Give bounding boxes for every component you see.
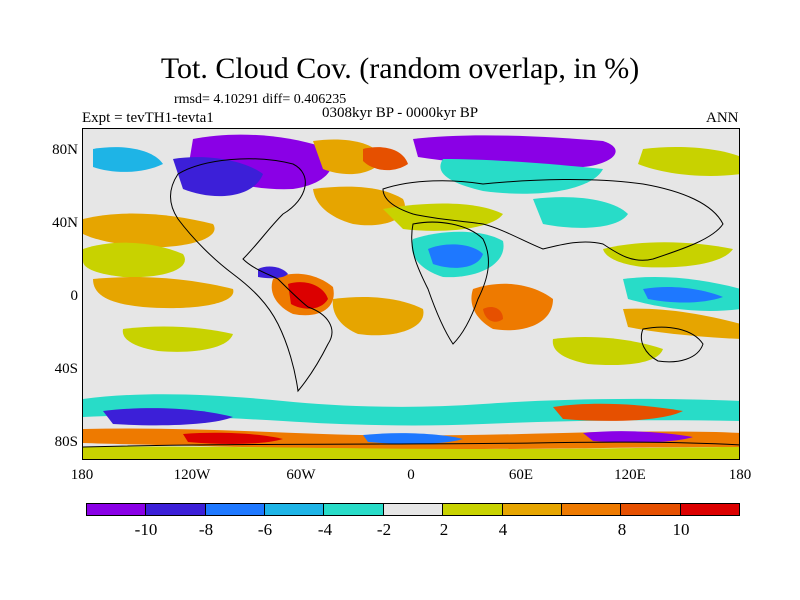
colorbar-swatch bbox=[561, 504, 622, 515]
lat-label-80n: 80N bbox=[52, 142, 78, 158]
eurasia-outline bbox=[382, 178, 724, 261]
colorbar-swatch bbox=[502, 504, 562, 515]
coastlines bbox=[83, 158, 739, 448]
colorbar-swatch bbox=[383, 504, 444, 515]
lon-label-60w: 60W bbox=[286, 467, 316, 483]
rmsd-diff-stats: rmsd= 4.10291 diff= 0.406235 bbox=[174, 92, 347, 107]
africa-outline bbox=[411, 221, 489, 345]
lat-label-80s: 80S bbox=[54, 434, 78, 450]
map-field-svg bbox=[83, 129, 739, 459]
colorbar-label: 2 bbox=[439, 520, 449, 539]
colorbar-label: 10 bbox=[672, 520, 690, 539]
lon-label-120e: 120E bbox=[614, 467, 646, 483]
lat-label-0: 0 bbox=[70, 288, 79, 304]
colorbar bbox=[86, 503, 740, 516]
map-title: Tot. Cloud Cov. (random overlap, in %) bbox=[160, 52, 640, 85]
colorbar-swatch bbox=[680, 504, 739, 515]
period-label: 0308kyr BP - 0000kyr BP bbox=[322, 105, 479, 121]
lon-label-180w: 180 bbox=[70, 467, 94, 483]
lon-label-180e: 180 bbox=[728, 467, 752, 483]
colorbar-swatch bbox=[443, 504, 503, 515]
antarctica-outline bbox=[83, 441, 739, 448]
colorbar-swatch bbox=[146, 504, 206, 515]
lat-label-40n: 40N bbox=[52, 215, 78, 231]
lat-label-40s: 40S bbox=[54, 361, 78, 377]
season-label: ANN bbox=[706, 110, 739, 126]
colorbar-swatch bbox=[324, 504, 384, 515]
colorbar-swatch bbox=[205, 504, 266, 515]
colorbar-label: -6 bbox=[257, 520, 273, 539]
colorbar-label: 4 bbox=[498, 520, 508, 539]
lon-label-120w: 120W bbox=[173, 467, 211, 483]
colorbar-swatch bbox=[87, 504, 147, 515]
lon-label-60e: 60E bbox=[508, 467, 534, 483]
colorbar-label: 8 bbox=[617, 520, 627, 539]
colorbar-swatch bbox=[621, 504, 681, 515]
anomaly-field bbox=[83, 134, 739, 459]
colorbar-label: -2 bbox=[376, 520, 392, 539]
colorbar-label: -8 bbox=[198, 520, 214, 539]
americas-outline bbox=[170, 158, 333, 393]
australia-outline bbox=[640, 326, 704, 363]
colorbar-label: -10 bbox=[134, 520, 158, 539]
cloud-cover-difference-map bbox=[82, 128, 740, 460]
lon-label-0: 0 bbox=[407, 467, 415, 483]
colorbar-swatch bbox=[265, 504, 325, 515]
experiment-label: Expt = tevTH1-tevta1 bbox=[82, 110, 214, 126]
colorbar-label: -4 bbox=[317, 520, 333, 539]
